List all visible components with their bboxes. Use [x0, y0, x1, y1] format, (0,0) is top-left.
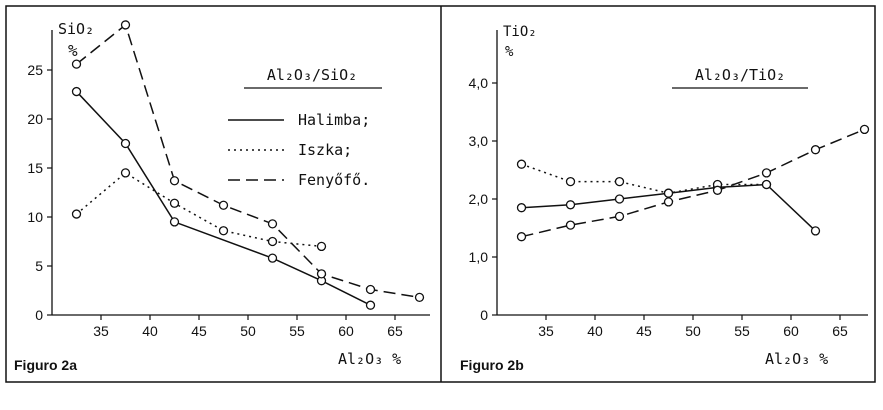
data-point-a-1 [169, 198, 180, 208]
y-axis-unit-a: % [68, 41, 78, 60]
y-tick-label-b: 2,0 [469, 191, 489, 207]
series-line-a-2 [76, 23, 420, 299]
legend-label-halimba: Halimba; [298, 111, 370, 129]
data-point-a-0 [71, 86, 82, 97]
data-point-a-0 [365, 300, 376, 310]
x-tick-label-b: 60 [783, 323, 799, 339]
legend-label-iszka: Iszka; [298, 141, 352, 159]
x-tick-label-b: 50 [685, 323, 701, 339]
series-line-b-1 [521, 163, 767, 194]
data-point-a-1 [120, 168, 131, 178]
data-point-a-2 [267, 219, 278, 229]
x-tick-label-b: 65 [832, 323, 848, 339]
data-point-a-0 [169, 217, 180, 227]
data-point-b-2 [859, 124, 870, 135]
data-point-b-1 [761, 179, 772, 190]
x-tick-label-a: 45 [191, 323, 207, 339]
data-point-b-2 [810, 145, 821, 155]
data-point-b-1 [516, 159, 527, 169]
x-axis-label-b: Al₂O₃ % [765, 350, 828, 368]
data-point-a-2 [218, 200, 229, 210]
x-tick-label-a: 60 [338, 323, 354, 339]
y-axis-label-a: SiO₂ [58, 20, 94, 38]
x-tick-label-a: 40 [142, 323, 158, 339]
x-tick-label-a: 55 [289, 323, 305, 339]
data-point-b-2 [565, 220, 576, 230]
chart-title-a: Al₂O₃/SiO₂ [267, 66, 357, 84]
x-tick-label-b: 35 [538, 323, 554, 339]
y-tick-label-b: 1,0 [469, 249, 489, 265]
chart-panel-a: SiO₂ % Al₂O₃/SiO₂ Figuro 2a Al₂O₃ % Hali… [14, 20, 430, 373]
data-point-b-2 [614, 211, 625, 222]
data-point-b-2 [761, 168, 772, 178]
chart-title-b: Al₂O₃/TiO₂ [695, 66, 785, 84]
data-point-b-1 [614, 176, 625, 187]
data-point-a-2 [120, 20, 131, 30]
data-point-a-2 [316, 269, 327, 279]
data-point-b-0 [565, 200, 576, 210]
y-tick-label-a: 5 [35, 258, 43, 274]
data-point-b-2 [712, 185, 723, 195]
y-axis-label-b: TiO₂ [503, 24, 537, 40]
data-point-a-1 [218, 226, 229, 236]
data-point-a-1 [71, 209, 82, 219]
x-tick-label-b: 40 [587, 323, 603, 339]
y-tick-label-b: 4,0 [469, 75, 489, 91]
data-point-b-1 [663, 188, 674, 198]
data-point-b-2 [663, 197, 674, 207]
figure-label-b: Figuro 2b [460, 357, 524, 373]
y-tick-label-a: 10 [27, 209, 43, 225]
y-axis-unit-b: % [505, 44, 514, 60]
x-tick-label-a: 50 [240, 323, 256, 339]
series-line-a-0 [75, 91, 371, 306]
y-tick-label-a: 25 [27, 62, 43, 78]
data-point-a-2 [71, 59, 82, 69]
data-point-b-0 [516, 203, 527, 213]
y-tick-label-a: 20 [27, 111, 43, 127]
data-point-b-2 [516, 232, 527, 242]
x-tick-label-a: 65 [387, 323, 403, 339]
x-tick-label-b: 55 [734, 323, 750, 339]
data-point-a-0 [120, 138, 131, 149]
series-line-b-2 [521, 128, 865, 238]
data-point-b-0 [614, 194, 625, 204]
x-axis-label-a: Al₂O₃ % [338, 350, 401, 368]
y-tick-label-b: 3,0 [469, 133, 489, 149]
chart-panel-b: TiO₂ % Al₂O₃/TiO₂ Figuro 2b Al₂O₃ % 35 40… [460, 24, 870, 373]
figure-label-a: Figuro 2a [14, 357, 77, 373]
legend-label-fenyofo: Fenyőfő. [298, 171, 370, 189]
x-tick-label-a: 35 [93, 323, 109, 339]
data-point-b-1 [565, 176, 576, 187]
x-tick-label-b: 45 [636, 323, 652, 339]
data-point-a-0 [267, 253, 278, 263]
data-point-a-1 [267, 236, 278, 247]
y-tick-label-a: 0 [35, 307, 43, 323]
data-point-b-0 [810, 226, 821, 236]
data-point-a-1 [316, 241, 327, 252]
data-point-a-2 [414, 292, 425, 303]
data-point-a-2 [169, 176, 180, 186]
y-tick-label-a: 15 [27, 160, 43, 176]
data-point-a-2 [365, 284, 376, 295]
y-tick-label-b: 0 [480, 307, 488, 323]
